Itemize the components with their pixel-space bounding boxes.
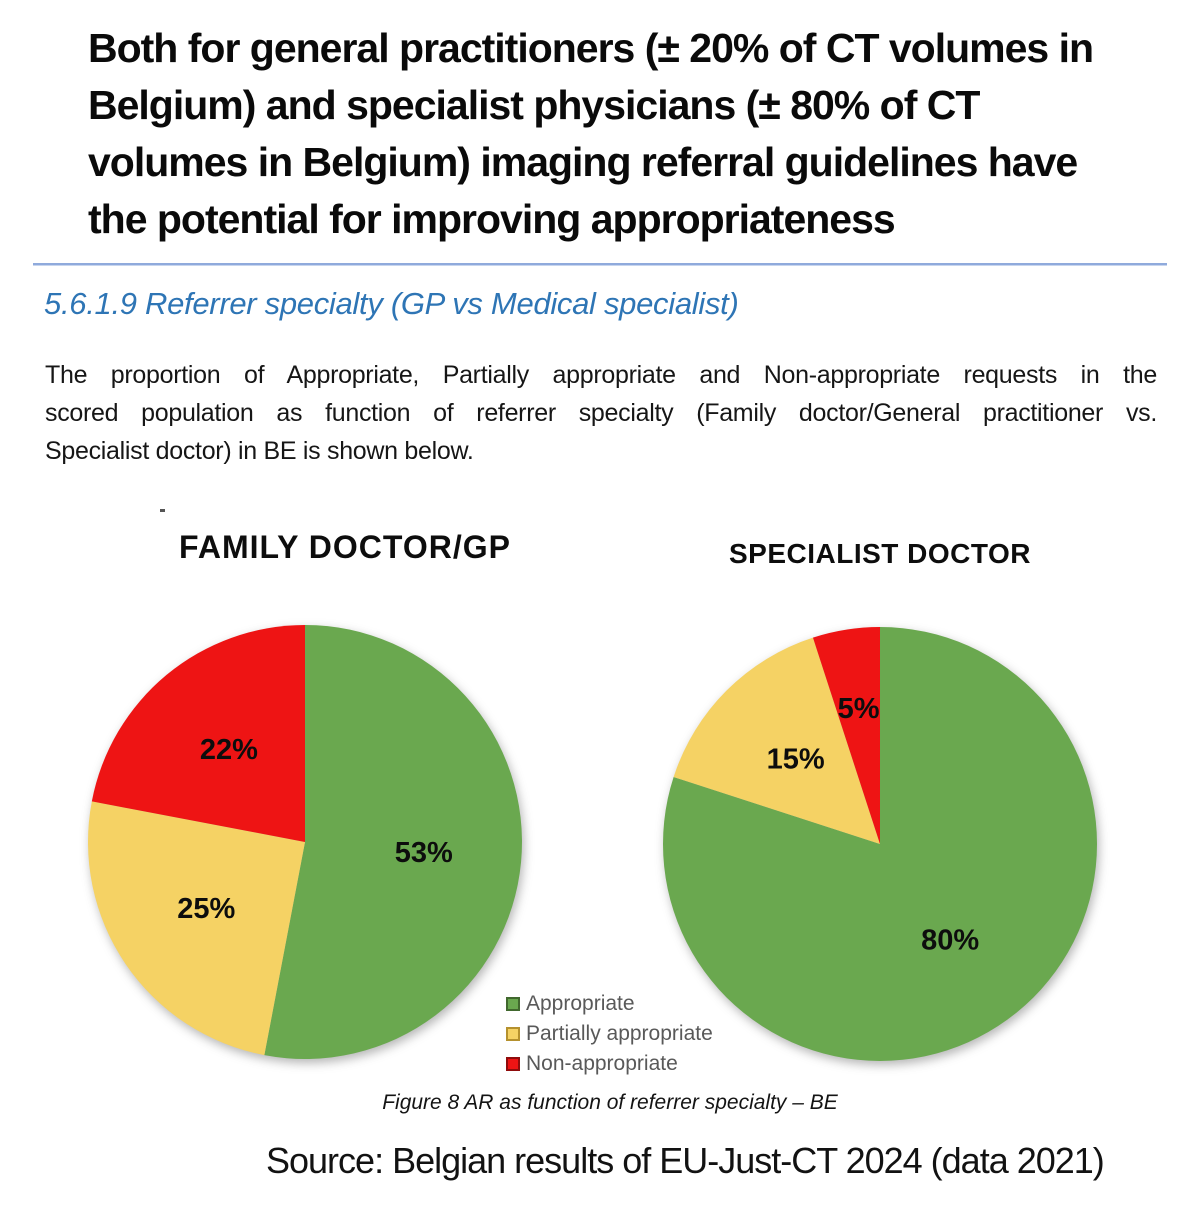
specialist-doctor-pie-chart: 80% 15% 5%: [662, 627, 1097, 1061]
non-appropriate-swatch-icon: [506, 1057, 520, 1071]
pie-slice-partially-appropriate: [673, 637, 880, 844]
legend-label: Partially appropriate: [526, 1022, 713, 1045]
pie-slice-label: 15%: [767, 744, 825, 776]
pie-slice-label: 22%: [200, 734, 258, 766]
pie-slice-appropriate: [264, 625, 522, 1059]
paragraph-line-2: scored population as function of referre…: [45, 399, 1157, 427]
pie-slice-non-appropriate: [812, 627, 880, 844]
pie-legend: Appropriate Partially appropriate Non-ap…: [506, 989, 713, 1079]
source-note: Source: Belgian results of EU-Just-CT 20…: [266, 1140, 1105, 1181]
slide-title-line-3: volumes in Belgium) imaging referral gui…: [88, 139, 1078, 185]
paragraph-line-1: The proportion of Appropriate, Partially…: [45, 361, 1157, 389]
pie-slice-label: 80%: [921, 925, 979, 957]
pie-slice-appropriate: [662, 627, 1097, 1061]
slide-title-line-2: Belgium) and specialist physicians (± 80…: [88, 82, 980, 128]
legend-label: Appropriate: [526, 992, 635, 1015]
legend-item-appropriate: Appropriate: [506, 989, 713, 1019]
specialist-doctor-pie-title: SPECIALIST DOCTOR: [728, 538, 1031, 569]
section-heading: 5.6.1.9 Referrer specialty (GP vs Medica…: [44, 286, 739, 321]
partially-appropriate-swatch-icon: [506, 1027, 520, 1041]
pie-slice-label: 53%: [395, 837, 453, 869]
pie-slice-label: 25%: [177, 893, 235, 925]
body-paragraph: The proportion of Appropriate, Partially…: [45, 356, 1157, 470]
family-doctor-pie-chart: 53% 25% 22%: [87, 625, 522, 1059]
pie-slice-label: 5%: [838, 693, 880, 725]
slide-title-line-4: the potential for improving appropriaten…: [88, 196, 896, 242]
slide-title-line-1: Both for general practitioners (± 20% of…: [88, 25, 1094, 71]
paragraph-line-3: Specialist doctor) in BE is shown below.: [45, 437, 474, 465]
legend-label: Non-appropriate: [526, 1052, 678, 1075]
pie-slice-non-appropriate: [91, 625, 305, 842]
stray-mark-artifact: [160, 509, 165, 512]
slide-title: Both for general practitioners (± 20% of…: [88, 20, 1094, 248]
figure-caption: Figure 8 AR as function of referrer spec…: [382, 1091, 838, 1114]
divider-rule: [33, 263, 1167, 266]
legend-item-non-appropriate: Non-appropriate: [506, 1049, 713, 1079]
appropriate-swatch-icon: [506, 997, 520, 1011]
pie-slice-partially-appropriate: [87, 801, 305, 1056]
family-doctor-pie-title: FAMILY DOCTOR/GP: [179, 529, 511, 565]
legend-item-partially-appropriate: Partially appropriate: [506, 1019, 713, 1049]
